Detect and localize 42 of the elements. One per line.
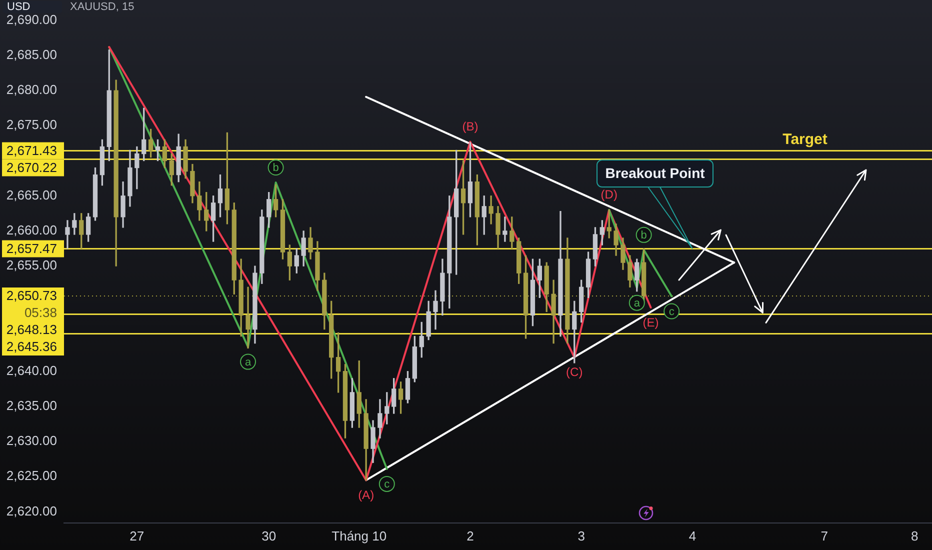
data-label: (B) (462, 120, 478, 134)
y-tick-label: 2,630.00 (6, 433, 57, 448)
annotation: Target (782, 131, 828, 148)
y-tick-label: 2,655.00 (6, 258, 57, 273)
annotation: Breakout Point (605, 164, 706, 181)
text: 05:38 (24, 305, 57, 320)
y-tick-label: 2,665.00 (6, 187, 57, 202)
data-label: a (244, 356, 252, 368)
x-tick-label: 27 (130, 528, 144, 544)
data-label: c (384, 478, 390, 490)
ref-line-label: 2,670.22 (6, 160, 57, 175)
data-label: (C) (566, 365, 583, 380)
ref-line-label: 2,650.73 (6, 288, 57, 304)
ref-line-label: 2,648.13 (6, 322, 57, 338)
ref-line-label: 2,657.47 (6, 240, 57, 256)
data-label: c (668, 306, 675, 318)
x-tick-label: 4 (688, 528, 696, 544)
x-tick-label: 2 (466, 528, 474, 544)
x-tick-label: 7 (820, 528, 828, 544)
data-label: b (272, 162, 279, 174)
y-tick-label: 2,635.00 (6, 398, 57, 414)
legend-label: 2,645.36 (6, 339, 57, 354)
data-label: (A) (358, 488, 374, 502)
chart-title: XAUUSD, 15 (70, 1, 134, 13)
y-tick-label: 2,690.00 (6, 12, 57, 27)
data-label: a (634, 297, 641, 310)
x-tick-label: 3 (578, 528, 585, 544)
x-tick-label: 8 (911, 528, 918, 544)
y-tick-label: 2,640.00 (6, 362, 57, 378)
y-tick-label: 2,675.00 (6, 117, 57, 132)
y-tick-label: 2,660.00 (6, 222, 57, 238)
data-label: b (640, 229, 647, 242)
data-label: (E) (642, 315, 659, 330)
y-tick-label: 2,620.00 (6, 503, 57, 518)
x-tick-label: Tháng 10 (332, 528, 387, 544)
y-tick-label: 2,625.00 (6, 468, 57, 484)
data-label: (D) (600, 188, 618, 202)
y-tick-label: 2,680.00 (6, 82, 57, 98)
y-axis-title: USD (3, 1, 62, 13)
ref-line-label: 2,671.43 (6, 142, 57, 158)
x-tick-label: 30 (262, 528, 276, 544)
y-tick-label: 2,685.00 (6, 47, 57, 62)
